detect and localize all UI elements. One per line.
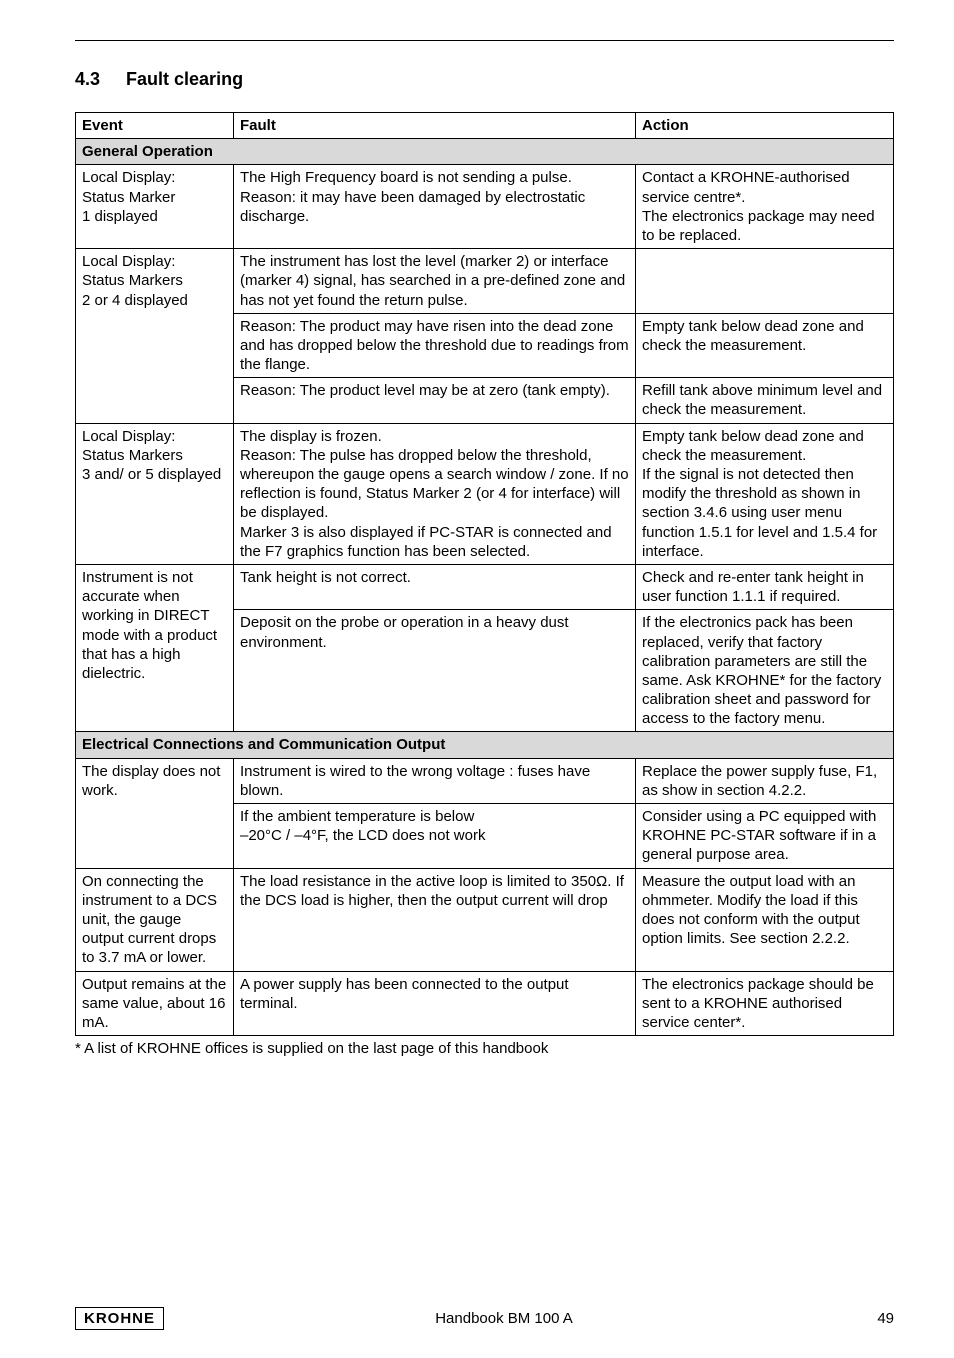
fault-table: Event Fault Action General Operation Loc… xyxy=(75,112,894,1036)
table-row: Local Display:Status Markers3 and/ or 5 … xyxy=(76,423,894,564)
cell-fault: Deposit on the probe or operation in a h… xyxy=(234,610,636,732)
section-heading: 4.3 Fault clearing xyxy=(75,69,894,90)
cell-fault: Reason: The product may have risen into … xyxy=(234,313,636,378)
table-header-row: Event Fault Action xyxy=(76,113,894,139)
cell-event: Local Display:Status Marker1 displayed xyxy=(76,165,234,249)
header-fault: Fault xyxy=(234,113,636,139)
cell-fault: The High Frequency board is not sending … xyxy=(234,165,636,249)
cell-fault: Tank height is not correct. xyxy=(234,564,636,609)
page-footer: KROHNE Handbook BM 100 A 49 xyxy=(75,1307,894,1330)
cell-event: The display does not work. xyxy=(76,758,234,868)
table-row: Local Display:Status Markers2 or 4 displ… xyxy=(76,249,894,314)
cell-fault: The load resistance in the active loop i… xyxy=(234,868,636,971)
section-number: 4.3 xyxy=(75,69,100,90)
group-electrical-connections: Electrical Connections and Communication… xyxy=(76,732,894,758)
cell-event: Local Display:Status Markers3 and/ or 5 … xyxy=(76,423,234,564)
table-row: The display does not work. Instrument is… xyxy=(76,758,894,803)
cell-event: Output remains at the same value, about … xyxy=(76,971,234,1036)
footer-brand: KROHNE xyxy=(75,1307,164,1330)
table-row: Output remains at the same value, about … xyxy=(76,971,894,1036)
section-title: Fault clearing xyxy=(126,69,243,89)
table-row: Local Display:Status Marker1 displayed T… xyxy=(76,165,894,249)
table-row: On connecting the instrument to a DCS un… xyxy=(76,868,894,971)
top-rule xyxy=(75,40,894,41)
cell-fault: Instrument is wired to the wrong voltage… xyxy=(234,758,636,803)
cell-action: Check and re-enter tank height in user f… xyxy=(636,564,894,609)
cell-event: Local Display:Status Markers2 or 4 displ… xyxy=(76,249,234,424)
header-action: Action xyxy=(636,113,894,139)
cell-action: Measure the output load with an ohmmeter… xyxy=(636,868,894,971)
footnote: * A list of KROHNE offices is supplied o… xyxy=(75,1040,894,1057)
cell-action: Replace the power supply fuse, F1, as sh… xyxy=(636,758,894,803)
cell-action: Empty tank below dead zone and check the… xyxy=(636,423,894,564)
group-general-operation: General Operation xyxy=(76,139,894,165)
cell-action: Consider using a PC equipped with KROHNE… xyxy=(636,804,894,869)
footer-page-number: 49 xyxy=(844,1310,894,1327)
cell-fault: The instrument has lost the level (marke… xyxy=(234,249,636,314)
group-title: Electrical Connections and Communication… xyxy=(76,732,894,758)
cell-fault: The display is frozen.Reason: The pulse … xyxy=(234,423,636,564)
group-title: General Operation xyxy=(76,139,894,165)
cell-fault: A power supply has been connected to the… xyxy=(234,971,636,1036)
cell-event: On connecting the instrument to a DCS un… xyxy=(76,868,234,971)
cell-action: Contact a KROHNE-authorised service cent… xyxy=(636,165,894,249)
cell-action: Empty tank below dead zone and check the… xyxy=(636,313,894,378)
table-row: Instrument is not accurate when working … xyxy=(76,564,894,609)
cell-event: Instrument is not accurate when working … xyxy=(76,564,234,732)
header-event: Event xyxy=(76,113,234,139)
cell-fault: Reason: The product level may be at zero… xyxy=(234,378,636,423)
cell-action xyxy=(636,249,894,314)
cell-fault: If the ambient temperature is below–20°C… xyxy=(234,804,636,869)
cell-action: Refill tank above minimum level and chec… xyxy=(636,378,894,423)
cell-action: If the electronics pack has been replace… xyxy=(636,610,894,732)
footer-doc-title: Handbook BM 100 A xyxy=(164,1310,844,1327)
cell-action: The electronics package should be sent t… xyxy=(636,971,894,1036)
